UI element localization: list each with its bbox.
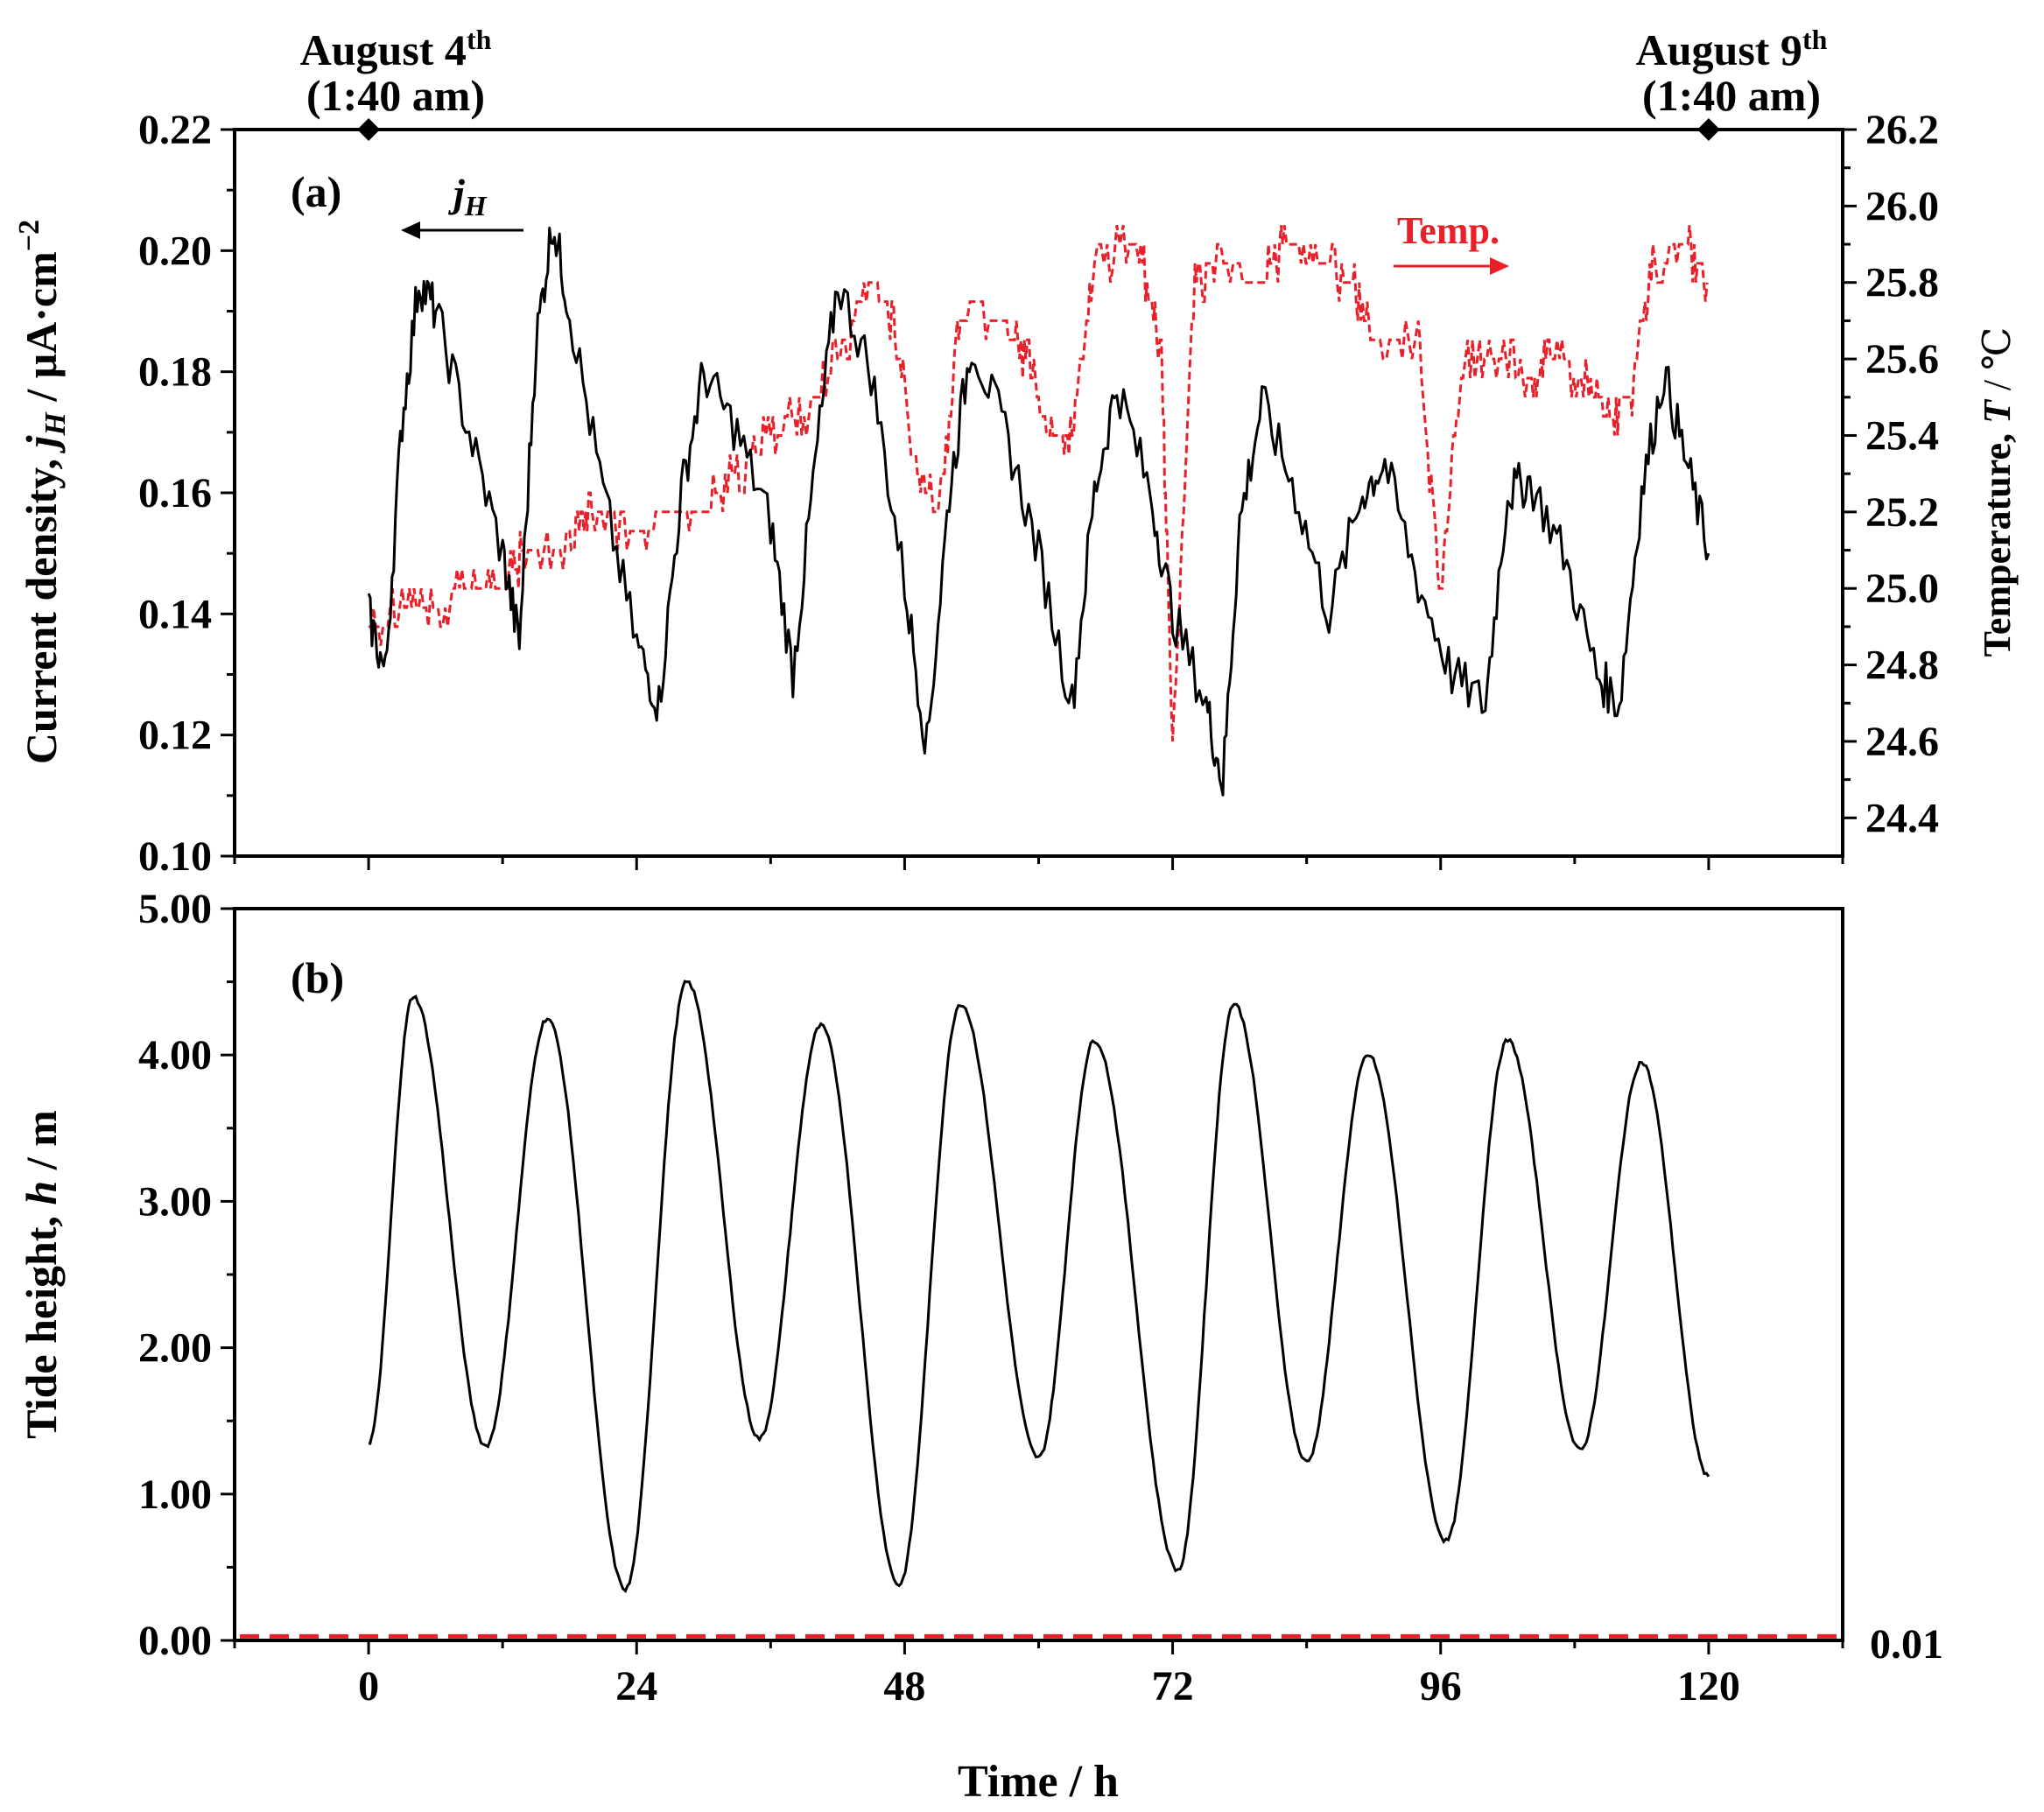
x-axis-label: Time / h — [958, 1757, 1119, 1807]
panel-b-y-ticks: 0.00 1.00 2.00 3.00 4.00 5.00 — [138, 886, 235, 1664]
panel-b-right-tick: 0.01 — [1870, 1621, 1943, 1668]
a-ylabel-text: Current density, — [17, 448, 66, 765]
jh-annotation-symbol: jH — [447, 171, 488, 221]
marker-left-label: August 4 — [300, 25, 467, 74]
panel-a-left-y-ticks: 0.10 0.12 0.14 0.16 0.18 0.20 0.22 — [138, 107, 235, 880]
panel-b-x-ticks: 0 24 48 72 96 120 — [233, 1640, 1844, 1710]
a-right-tick-label: 25.0 — [1865, 565, 1939, 612]
b-tick-label: 1.00 — [138, 1471, 212, 1518]
marker-right-time: (1:40 am) — [1642, 71, 1821, 120]
a-ylabel-sup: −2 — [13, 220, 46, 251]
b-tick-label: 2.00 — [138, 1325, 212, 1372]
marker-left-date: August 4th — [300, 24, 492, 74]
b-x-tick-label: 120 — [1677, 1663, 1740, 1710]
b-tick-label: 0.00 — [138, 1618, 212, 1664]
b-x-tick-label: 96 — [1420, 1663, 1462, 1710]
panel-a-frame — [233, 128, 1844, 858]
panel-a-label: (a) — [291, 167, 341, 216]
tide-height-line — [368, 980, 1710, 1593]
b-x-tick-label: 0 — [358, 1663, 379, 1710]
a-right-ylabel-unit: / ℃ — [1976, 327, 2019, 400]
a-left-tick-label: 0.12 — [138, 713, 212, 759]
temp-annotation: Temp. — [1394, 209, 1509, 275]
b-tick-label: 5.00 — [138, 886, 212, 932]
a-right-tick-label: 24.4 — [1865, 795, 1939, 841]
marker-right-label: August 9 — [1636, 25, 1802, 74]
a-right-tick-label: 26.2 — [1865, 107, 1939, 153]
current-density-series — [367, 226, 1710, 797]
date-marker-diamond — [1696, 118, 1720, 141]
current-density-line — [367, 226, 1710, 797]
a-left-tick-label: 0.20 — [138, 228, 212, 274]
a-right-ylabel-text: Temperature, — [1976, 424, 2019, 657]
a-ylabel-sub: H — [39, 411, 72, 437]
jh-annotation-sub: H — [464, 190, 488, 221]
b-ylabel-symbol: h — [17, 1181, 66, 1205]
marker-right-date: August 9th — [1636, 24, 1828, 74]
a-right-tick-label: 25.8 — [1865, 260, 1939, 306]
panel-b-frame — [233, 907, 1844, 1642]
a-right-ylabel-symbol: T — [1976, 398, 2019, 424]
a-right-tick-label: 25.2 — [1865, 489, 1939, 536]
b-ylabel-unit: / m — [17, 1110, 66, 1181]
a-right-tick-label: 25.4 — [1865, 412, 1939, 459]
panel-b-y-label: Tide height, h / m — [17, 1110, 66, 1439]
panel-a-right-y-ticks: 24.4 24.6 24.8 25.0 25.2 25.4 25.6 25.8 26.0 26.2 — [1843, 107, 1939, 841]
date-markers — [357, 118, 1720, 141]
a-left-tick-label: 0.10 — [138, 833, 212, 880]
tide-height-series — [368, 980, 1710, 1593]
panel-a: 0.100.120.140.160.180.200.22 24.424.624.… — [13, 24, 2019, 880]
a-right-tick-label: 24.8 — [1865, 643, 1939, 689]
temperature-series — [369, 224, 1709, 741]
a-right-tick-label: 26.0 — [1865, 183, 1939, 229]
b-ylabel-text: Tide height, — [17, 1205, 66, 1439]
temp-arrow-head — [1490, 257, 1509, 275]
panel-b-label: (b) — [291, 953, 344, 1002]
marker-right-sup: th — [1802, 24, 1828, 55]
a-left-tick-label: 0.14 — [138, 591, 212, 637]
a-right-tick-label: 24.6 — [1865, 719, 1939, 765]
jh-annotation: jH — [401, 171, 523, 239]
marker-left-sup: th — [467, 24, 492, 55]
a-left-tick-label: 0.18 — [138, 349, 212, 396]
panel-b: 0.00 1.00 2.00 3.00 4.00 5.00 0 24 48 72 96 120 (b… — [17, 886, 1943, 1807]
temperature-line — [369, 224, 1709, 741]
b-x-tick-label: 72 — [1152, 1663, 1194, 1710]
a-ylabel-unit: / μA·cm — [17, 251, 66, 412]
b-tick-label: 4.00 — [138, 1032, 212, 1078]
panel-a-left-y-label: Current density, jH / μA·cm−2 — [13, 220, 72, 764]
b-x-tick-label: 24 — [615, 1663, 657, 1710]
a-right-tick-label: 25.6 — [1865, 336, 1939, 383]
marker-left-time: (1:40 am) — [306, 71, 485, 120]
temp-annotation-label: Temp. — [1397, 209, 1500, 252]
panel-a-right-y-label: Temperature, T / ℃ — [1976, 327, 2019, 657]
a-left-tick-label: 0.16 — [138, 470, 212, 516]
b-x-tick-label: 48 — [883, 1663, 925, 1710]
jh-arrow-head — [401, 221, 420, 239]
panel-a-x-ticks — [233, 856, 1844, 870]
b-tick-label: 3.00 — [138, 1178, 212, 1225]
date-marker-diamond — [357, 118, 381, 141]
jh-annotation-j: j — [447, 171, 465, 215]
a-left-tick-label: 0.22 — [138, 107, 212, 153]
